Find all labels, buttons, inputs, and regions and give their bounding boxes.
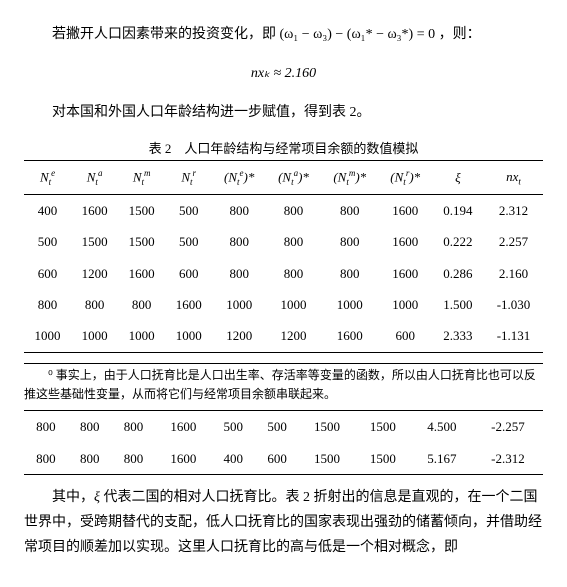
table-cell: 1600: [379, 194, 432, 226]
table-cell: 1600: [155, 443, 211, 475]
table-cell: 1200: [266, 320, 321, 352]
col-h8: (Ntr)*: [379, 160, 432, 194]
col-h7: (Ntm)*: [321, 160, 379, 194]
table-cell: 800: [266, 258, 321, 289]
table-row: 6001200160060080080080016000.2862.160: [24, 258, 543, 289]
table-cell: 4.500: [411, 411, 473, 443]
paragraph-3: 其中，ξ 代表二国的相对人口抚育比。表 2 折射出的信息是直观的，在一个二国世界…: [24, 485, 543, 561]
table-cell: 500: [255, 411, 299, 443]
table-cell: 1500: [355, 443, 411, 475]
table-cell: 1000: [266, 289, 321, 320]
footnote: ⁰ 事实上，由于人口抚育比是人口出生率、存活率等变量的函数，所以由人口抚育比也可…: [24, 363, 543, 404]
table-cell: 1500: [299, 411, 355, 443]
table-cell: 600: [165, 258, 212, 289]
col-h9: ξ: [432, 160, 484, 194]
table-2-caption: 表 2 人口年龄结构与经常项目余额的数值模拟: [24, 140, 543, 158]
table-cell: 400: [24, 194, 71, 226]
table-row: 800800800160010001000100010001.500-1.030: [24, 289, 543, 320]
table-cell: 800: [24, 411, 68, 443]
col-h3: Ntm: [118, 160, 165, 194]
table-cell: 1000: [212, 289, 266, 320]
table-cell: 1500: [118, 194, 165, 226]
table-cell: 400: [211, 443, 255, 475]
col-h2: Nta: [71, 160, 118, 194]
table-cell: 800: [112, 411, 156, 443]
paragraph-2: 对本国和外国人口年龄结构进一步赋值，得到表 2。: [24, 100, 543, 125]
table-cell: 1500: [118, 226, 165, 257]
table-cell: 1000: [71, 320, 118, 352]
table-cell: 1500: [299, 443, 355, 475]
table-cell: -1.131: [484, 320, 543, 352]
table-cell: 800: [266, 226, 321, 257]
col-h5: (Nte)*: [212, 160, 266, 194]
table-cell: 0.222: [432, 226, 484, 257]
table-cell: 1600: [71, 194, 118, 226]
table-cell: 1000: [379, 289, 432, 320]
table-cell: 1500: [71, 226, 118, 257]
table-row: 8008008001600500500150015004.500-2.257: [24, 411, 543, 443]
table-cell: 1.500: [432, 289, 484, 320]
table-header-row: Nte Nta Ntm Ntr (Nte)* (Nta)* (Ntm)* (Nt…: [24, 160, 543, 194]
table-cell: 1600: [379, 226, 432, 257]
table-cell: 2.312: [484, 194, 543, 226]
table-cell: 600: [379, 320, 432, 352]
table-cell: 1000: [118, 320, 165, 352]
table-cell: 800: [321, 226, 379, 257]
table-cell: 0.194: [432, 194, 484, 226]
col-h4: Ntr: [165, 160, 212, 194]
table-cell: 1000: [321, 289, 379, 320]
table-cell: 800: [212, 226, 266, 257]
table-cell: 800: [24, 289, 71, 320]
table-cell: 600: [255, 443, 299, 475]
col-h1: Nte: [24, 160, 71, 194]
table-cell: 1600: [165, 289, 212, 320]
table-cell: -2.257: [473, 411, 543, 443]
table-cell: 800: [112, 443, 156, 475]
table-cell: 800: [68, 443, 112, 475]
table-cell: 1600: [379, 258, 432, 289]
table-cell: 500: [211, 411, 255, 443]
table-row: 10001000100010001200120016006002.333-1.1…: [24, 320, 543, 352]
table-cell: 2.160: [484, 258, 543, 289]
table-cell: 2.257: [484, 226, 543, 257]
table-cell: 800: [266, 194, 321, 226]
table-row: 4001600150050080080080016000.1942.312: [24, 194, 543, 226]
table-cell: 1200: [71, 258, 118, 289]
table-cell: 500: [165, 194, 212, 226]
table-cell: 1600: [321, 320, 379, 352]
table-cell: 2.333: [432, 320, 484, 352]
table-cell: 0.286: [432, 258, 484, 289]
table-cell: 800: [321, 194, 379, 226]
table-cell: -2.312: [473, 443, 543, 475]
table-cell: 800: [212, 194, 266, 226]
table-cell: 800: [71, 289, 118, 320]
table-cell: -1.030: [484, 289, 543, 320]
table-cell: 1600: [118, 258, 165, 289]
table-cell: 1600: [155, 411, 211, 443]
table-cell: 5.167: [411, 443, 473, 475]
paragraph-1: 若撇开人口因素带来的投资变化，即 (ω₁ − ω₃) − (ω₁* − ω₃*)…: [24, 22, 543, 47]
table-cell: 1000: [165, 320, 212, 352]
table-cell: 1200: [212, 320, 266, 352]
table-cell: 600: [24, 258, 71, 289]
table-cell: 1500: [355, 411, 411, 443]
table-2-part1: Nte Nta Ntm Ntr (Nte)* (Nta)* (Ntm)* (Nt…: [24, 160, 543, 353]
table-cell: 800: [212, 258, 266, 289]
table-cell: 800: [68, 411, 112, 443]
table-cell: 800: [24, 443, 68, 475]
table-cell: 800: [321, 258, 379, 289]
table-2-part2: 8008008001600500500150015004.500-2.25780…: [24, 410, 543, 475]
col-h6: (Nta)*: [266, 160, 321, 194]
equation-1: nxₖ ≈ 2.160: [24, 61, 543, 86]
table-row: 5001500150050080080080016000.2222.257: [24, 226, 543, 257]
table-cell: 1000: [24, 320, 71, 352]
col-h10: nxt: [484, 160, 543, 194]
table-cell: 500: [24, 226, 71, 257]
table-row: 8008008001600400600150015005.167-2.312: [24, 443, 543, 475]
table-cell: 500: [165, 226, 212, 257]
table-cell: 800: [118, 289, 165, 320]
